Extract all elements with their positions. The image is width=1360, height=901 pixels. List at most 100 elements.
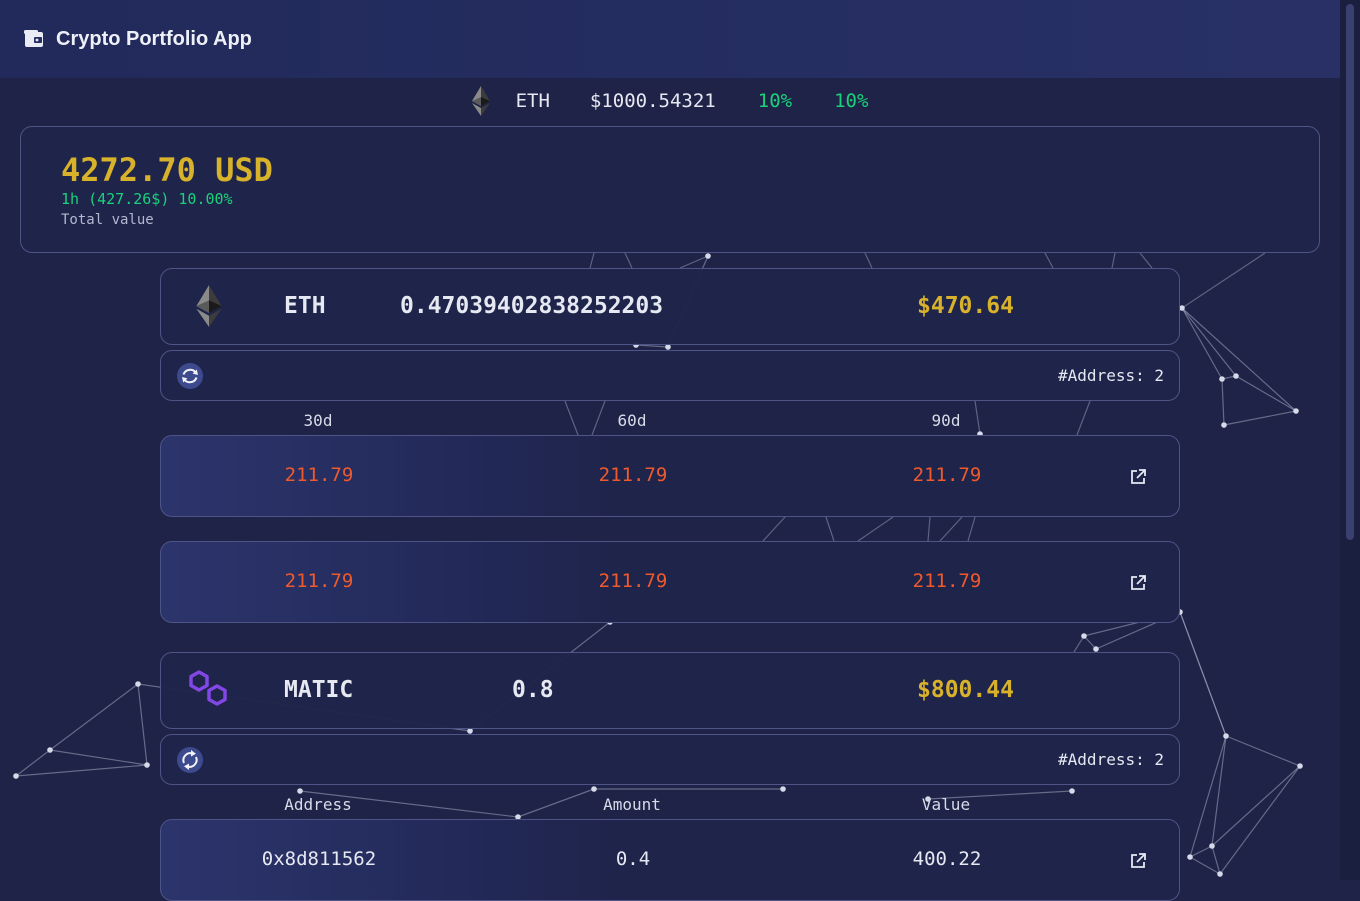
network-node [1209, 843, 1215, 849]
table-row: 211.79 211.79 211.79 [160, 435, 1180, 517]
asset-amount: 0.47039402838252203 [400, 293, 664, 319]
row-value: 211.79 [598, 464, 668, 486]
network-node [1233, 373, 1239, 379]
column-header: 60d [617, 411, 647, 430]
refresh-button[interactable] [177, 363, 203, 389]
network-node [1187, 854, 1193, 860]
row-address: 0x8d811562 [261, 848, 377, 870]
network-line [1076, 400, 1091, 436]
network-line [49, 683, 139, 751]
matic-icon [189, 670, 227, 706]
row-value: 211.79 [284, 570, 354, 592]
external-link-icon[interactable] [1129, 574, 1147, 592]
scrollbar[interactable] [1340, 0, 1360, 880]
network-line [857, 516, 894, 542]
network-line [927, 790, 1073, 800]
network-node [1219, 376, 1225, 382]
total-amount: 4272.70 USD [61, 151, 273, 189]
refresh-icon [182, 750, 198, 770]
column-header: Address [284, 795, 352, 814]
asset-value: $800.44 [917, 677, 1014, 703]
column-headers: 30d 60d 90d [160, 411, 1180, 431]
network-line [564, 400, 579, 436]
network-line [1225, 735, 1301, 767]
ticker-change-2: 10% [834, 90, 869, 112]
column-header: 30d [303, 411, 333, 430]
network-line [825, 516, 835, 542]
network-line [1073, 635, 1085, 653]
network-node [1217, 871, 1223, 877]
refresh-icon [182, 368, 198, 384]
ticker-symbol: ETH [515, 90, 550, 112]
network-line [1083, 635, 1097, 650]
asset-card-matic[interactable]: MATIC 0.8 $800.44 [160, 652, 1180, 729]
asset-amount: 0.8 [512, 677, 554, 703]
network-line [1223, 410, 1297, 426]
network-line [1181, 307, 1297, 412]
table-row: 0x8d811562 0.4 400.22 [160, 819, 1180, 901]
network-line [1139, 252, 1153, 269]
network-line [679, 255, 709, 269]
network-node [1069, 788, 1075, 794]
asset-card-eth[interactable]: ETH 0.47039402838252203 $470.64 [160, 268, 1180, 345]
price-ticker: ETH $1000.54321 10% 10% [0, 86, 1340, 116]
eth-icon [471, 86, 490, 116]
network-line [927, 516, 931, 542]
asset-value: $470.64 [917, 293, 1014, 319]
eth-icon [196, 285, 222, 327]
network-line [1211, 765, 1301, 847]
row-value: 211.79 [912, 464, 982, 486]
network-node [1221, 422, 1227, 428]
network-node [1293, 408, 1299, 414]
network-line [1211, 735, 1227, 847]
network-line [15, 764, 148, 777]
network-node [1081, 633, 1087, 639]
network-line [864, 252, 873, 269]
network-node [144, 762, 150, 768]
network-node [13, 773, 19, 779]
network-node [925, 796, 931, 802]
network-line [1179, 611, 1227, 737]
table-row: 211.79 211.79 211.79 [160, 541, 1180, 623]
network-line [1189, 845, 1213, 858]
network-node [1297, 763, 1303, 769]
network-line [1189, 856, 1221, 875]
scrollbar-thumb[interactable] [1346, 4, 1354, 540]
network-node [297, 788, 303, 794]
column-headers: Address Amount Value [160, 795, 1180, 815]
external-link-icon[interactable] [1129, 468, 1147, 486]
total-change: 1h (427.26$) 10.00% [61, 190, 233, 208]
network-node [1223, 733, 1229, 739]
asset-subbar-matic: #Address: 2 [160, 734, 1180, 785]
asset-subbar-eth: #Address: 2 [160, 350, 1180, 401]
app-title: Crypto Portfolio App [56, 27, 252, 50]
network-line [137, 683, 148, 766]
network-line [1235, 375, 1297, 412]
network-line [1181, 252, 1266, 309]
network-line [1111, 252, 1116, 269]
refresh-button[interactable] [177, 747, 203, 773]
column-header: Amount [603, 795, 661, 814]
address-count: #Address: 2 [1058, 366, 1164, 385]
asset-symbol: ETH [284, 293, 326, 319]
network-node [780, 786, 786, 792]
network-line [1189, 735, 1227, 858]
network-line [1219, 765, 1301, 875]
network-node [515, 814, 521, 820]
ticker-change-1: 10% [757, 90, 793, 112]
network-line [974, 400, 981, 435]
column-header: 90d [931, 411, 961, 430]
external-link-icon[interactable] [1129, 852, 1147, 870]
network-node [135, 681, 141, 687]
row-value: 211.79 [284, 464, 354, 486]
network-node [665, 344, 671, 350]
address-count: #Address: 2 [1058, 750, 1164, 769]
wallet-icon [24, 30, 43, 47]
network-node [591, 786, 597, 792]
total-label: Total value [61, 212, 154, 228]
network-line [1221, 378, 1225, 426]
column-header: Value [921, 795, 971, 814]
network-line [49, 749, 148, 766]
network-line [1179, 611, 1227, 737]
network-node [47, 747, 53, 753]
